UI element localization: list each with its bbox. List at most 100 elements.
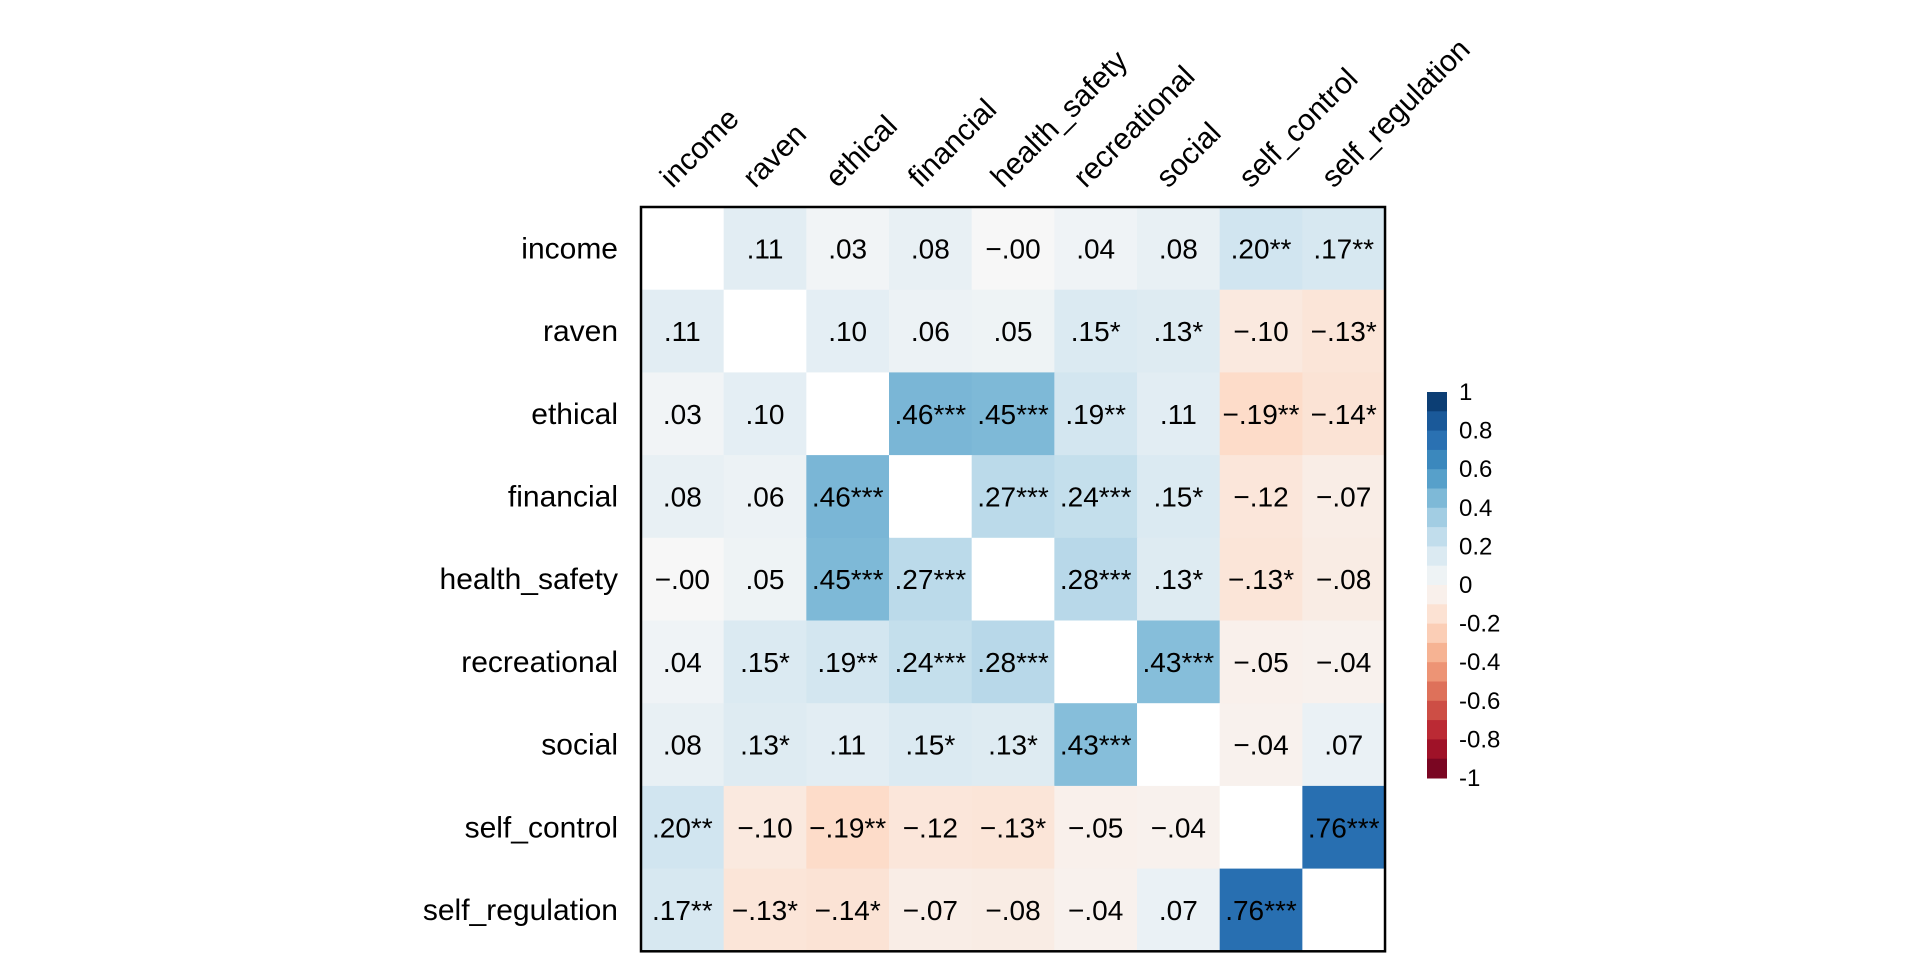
heatmap-cell-raven-recreational: [1054, 289, 1138, 373]
legend-tick-label: 0.8: [1459, 418, 1492, 445]
heatmap-cell-income-health_safety: [971, 207, 1055, 291]
cell-label-recreational-income: .04: [663, 647, 702, 678]
heatmap-cell-recreational-income: [641, 620, 725, 704]
cell-label-income-raven: .11: [747, 233, 784, 264]
column-label-social: social: [1150, 116, 1228, 194]
heatmap-cell-self_control-raven: [723, 785, 807, 870]
heatmap-cell-ethical-self_control: [1219, 372, 1303, 456]
cell-label-self_control-raven: −.10: [737, 812, 792, 843]
heatmap-cell-raven-raven: [723, 289, 807, 373]
heatmap-cell-recreational-social: [1137, 620, 1221, 704]
heatmap-cell-self_regulation-health_safety: [971, 868, 1055, 952]
cell-label-ethical-social: .11: [1160, 399, 1197, 430]
heatmap-cell-social-raven: [723, 703, 807, 787]
cell-label-health_safety-financial: .27***: [895, 564, 967, 595]
heatmap-cell-self_control-health_safety: [971, 785, 1055, 870]
heatmap-cell-raven-social: [1137, 289, 1221, 373]
cell-label-social-recreational: .43***: [1060, 730, 1132, 761]
heatmap-cell-social-social: [1137, 703, 1221, 787]
cell-label-ethical-self_control: −.19**: [1222, 399, 1299, 430]
legend-swatch: [1427, 739, 1447, 760]
heatmap-cell-recreational-financial: [889, 620, 973, 704]
row-label-income: income: [521, 232, 618, 265]
heatmap-cell-health_safety-raven: [723, 537, 807, 622]
heatmap-cell-raven-self_regulation: [1302, 289, 1386, 373]
cell-label-income-social: .08: [1159, 233, 1198, 264]
cell-label-income-self_control: .20**: [1231, 233, 1292, 264]
heatmap-cell-social-ethical: [806, 703, 890, 787]
heatmap-cell-ethical-financial: [889, 372, 973, 456]
heatmap-border: [639, 205, 1387, 953]
cell-label-self_regulation-ethical: −.14*: [815, 895, 881, 926]
legend-tick-label: 0.2: [1459, 533, 1492, 560]
heatmap-cell-financial-recreational: [1054, 455, 1138, 539]
cell-label-self_regulation-financial: −.07: [903, 895, 958, 926]
heatmap-cell-financial-income: [641, 455, 725, 539]
cell-label-ethical-self_regulation: −.14*: [1311, 399, 1377, 430]
heatmap-cell-self_regulation-financial: [889, 868, 973, 952]
heatmap-cell-raven-ethical: [806, 289, 890, 373]
heatmap-cell-raven-financial: [889, 289, 973, 373]
heatmap-cell-health_safety-financial: [889, 537, 973, 622]
heatmap-cell-labels: .11 .03 .08 −.00 .04 .08 .20** .17** .11 .10 .06 .0…: [652, 233, 1380, 926]
heatmap-cell-recreational-self_control: [1219, 620, 1303, 704]
legend-swatch: [1427, 720, 1447, 740]
cell-label-health_safety-self_regulation: −.08: [1316, 564, 1371, 595]
heatmap-cell-health_safety-social: [1137, 537, 1221, 622]
cell-label-self_regulation-recreational: −.04: [1068, 895, 1123, 926]
legend-tick-label: 0.6: [1459, 456, 1492, 483]
heatmap-cell-health_safety-income: [641, 537, 725, 622]
heatmap-cell-social-recreational: [1054, 703, 1138, 787]
cell-label-financial-health_safety: .27***: [977, 481, 1049, 512]
legend-swatch: [1427, 488, 1447, 509]
cell-label-self_control-social: −.04: [1151, 812, 1206, 843]
cell-label-recreational-financial: .24***: [895, 647, 967, 678]
heatmap-cell-self_regulation-raven: [723, 868, 807, 952]
heatmap-cell-ethical-income: [641, 372, 725, 456]
cell-label-recreational-ethical: .19**: [817, 647, 878, 678]
cell-label-self_control-recreational: −.05: [1068, 812, 1123, 843]
heatmap-cell-self_control-financial: [889, 785, 973, 870]
heatmap-cell-income-social: [1137, 207, 1221, 291]
heatmap-cell-income-financial: [889, 207, 973, 291]
heatmap-cell-income-ethical: [806, 207, 890, 291]
cell-label-health_safety-social: .13*: [1153, 564, 1203, 595]
heatmap-cell-financial-health_safety: [971, 455, 1055, 539]
column-label-self_regulation: self_regulation: [1315, 33, 1476, 194]
row-label-health_safety: health_safety: [440, 563, 618, 596]
heatmap-cell-health_safety-ethical: [806, 537, 890, 622]
legend-tick-label: 0: [1459, 572, 1472, 599]
cell-label-raven-ethical: .10: [828, 316, 867, 347]
heatmap-cell-health_safety-recreational: [1054, 537, 1138, 622]
heatmap-cell-social-financial: [889, 703, 973, 787]
heatmap-cells: [641, 207, 1386, 952]
heatmap-cell-social-self_regulation: [1302, 703, 1386, 787]
heatmap-cell-self_control-self_control: [1219, 785, 1303, 870]
cell-label-ethical-raven: .10: [746, 399, 785, 430]
column-label-income: income: [654, 102, 746, 194]
heatmap-cell-self_control-ethical: [806, 785, 890, 870]
legend-swatch: [1427, 392, 1447, 412]
row-label-financial: financial: [508, 480, 618, 513]
row-label-self_regulation: self_regulation: [423, 894, 618, 927]
legend-tick-label: -0.2: [1459, 611, 1500, 638]
legend-swatch: [1427, 662, 1447, 682]
heatmap-cell-health_safety-self_regulation: [1302, 537, 1386, 622]
cell-label-self_control-health_safety: −.13*: [980, 812, 1046, 843]
legend-swatch: [1427, 507, 1447, 528]
heatmap-cell-ethical-recreational: [1054, 372, 1138, 456]
heatmap-cell-ethical-raven: [723, 372, 807, 456]
row-label-self_control: self_control: [465, 811, 618, 844]
heatmap-cell-income-raven: [723, 207, 807, 291]
cell-label-health_safety-ethical: .45***: [812, 564, 884, 595]
heatmap-cell-financial-self_regulation: [1302, 455, 1386, 539]
legend-swatch: [1427, 681, 1447, 702]
legend-swatch: [1427, 527, 1447, 547]
cell-label-self_regulation-self_control: .76***: [1225, 895, 1297, 926]
heatmap-cell-raven-self_control: [1219, 289, 1303, 373]
legend-swatch: [1427, 546, 1447, 567]
heatmap-cell-recreational-health_safety: [971, 620, 1055, 704]
cell-label-income-recreational: .04: [1076, 233, 1115, 264]
